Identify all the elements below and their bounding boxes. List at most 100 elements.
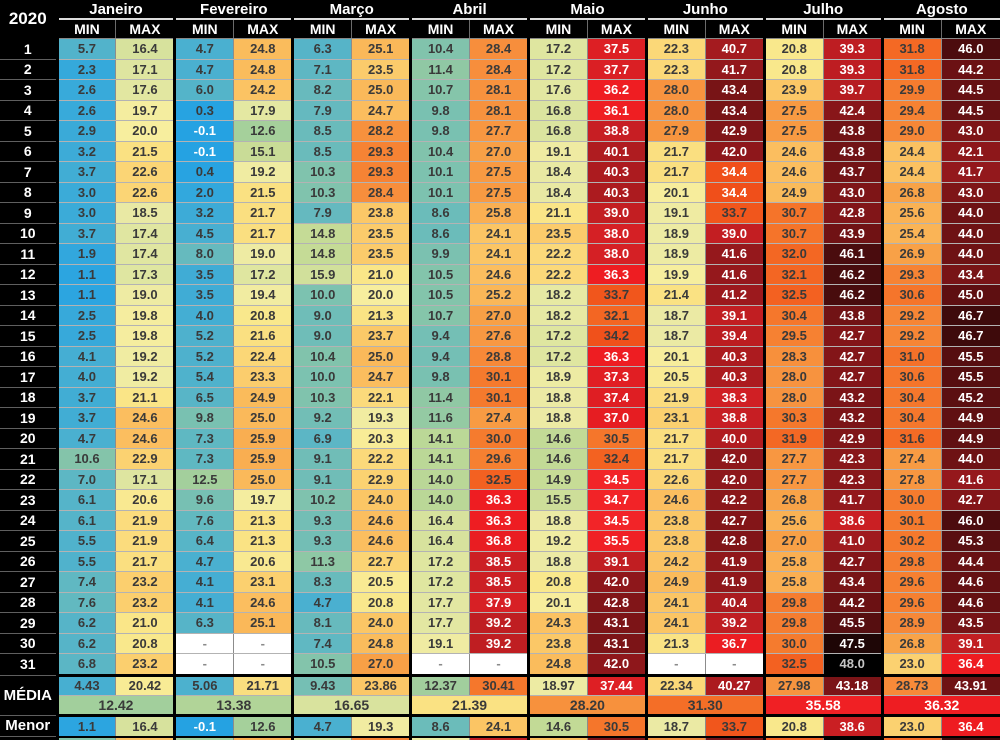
- temp-cell-max[interactable]: 27.4: [469, 407, 529, 429]
- temp-cell-max[interactable]: 40.4: [704, 592, 765, 613]
- maior-cell-max[interactable]: 39.2: [469, 735, 529, 740]
- media-cell-min[interactable]: 28.73: [880, 673, 942, 696]
- temp-cell-max[interactable]: 22.9: [115, 448, 175, 470]
- temp-cell-min[interactable]: 6.8: [55, 653, 116, 676]
- temp-cell-max[interactable]: 41.6: [940, 469, 1000, 490]
- temp-cell-max[interactable]: 35.5: [586, 530, 647, 552]
- temp-cell-max[interactable]: 40.7: [704, 38, 765, 60]
- temp-cell-max[interactable]: 25.0: [233, 469, 293, 490]
- temp-cell-min[interactable]: 30.1: [880, 510, 942, 531]
- temp-cell-min[interactable]: 6.1: [55, 489, 116, 511]
- media-cell-max[interactable]: 40.27: [704, 673, 765, 696]
- temp-cell-min[interactable]: 29.8: [880, 551, 942, 572]
- menor-cell-min[interactable]: 18.7: [644, 713, 706, 737]
- temp-cell-min[interactable]: 6.9: [291, 428, 352, 449]
- temp-cell-max[interactable]: 43.1: [586, 633, 647, 654]
- temp-cell-max[interactable]: 42.0: [586, 653, 647, 676]
- media-cell-max[interactable]: 20.42: [115, 673, 175, 696]
- temp-cell-min[interactable]: 24.8: [527, 653, 588, 676]
- temp-cell-max[interactable]: 45.3: [940, 530, 1000, 552]
- temp-cell-max[interactable]: 43.1: [586, 612, 647, 634]
- temp-cell-min[interactable]: 21.7: [644, 141, 706, 162]
- temp-cell-min[interactable]: 21.7: [644, 428, 706, 449]
- temp-cell-min[interactable]: 6.3: [291, 38, 352, 60]
- temp-cell-max[interactable]: 34.5: [586, 510, 647, 531]
- temp-cell-max[interactable]: -: [704, 653, 765, 676]
- temp-cell-min[interactable]: 24.6: [762, 161, 824, 183]
- month-mean-cell[interactable]: 35.58: [762, 694, 883, 716]
- menor-cell-max[interactable]: 12.6: [233, 713, 293, 737]
- temp-cell-max[interactable]: 43.5: [940, 612, 1000, 634]
- media-cell-min[interactable]: 18.97: [527, 673, 588, 696]
- temp-cell-min[interactable]: 21.3: [644, 633, 706, 654]
- temp-cell-min[interactable]: 9.0: [291, 325, 352, 347]
- menor-cell-max[interactable]: 24.1: [469, 713, 529, 737]
- temp-cell-max[interactable]: 42.8: [704, 530, 765, 552]
- temp-cell-max[interactable]: 44.2: [822, 592, 883, 613]
- temp-cell-min[interactable]: 10.4: [409, 141, 470, 162]
- temp-cell-max[interactable]: 42.7: [822, 366, 883, 388]
- temp-cell-max[interactable]: 17.1: [115, 59, 175, 80]
- temp-cell-max[interactable]: 24.9: [233, 387, 293, 408]
- temp-cell-max[interactable]: 28.1: [469, 79, 529, 101]
- temp-cell-min[interactable]: 30.6: [880, 284, 942, 306]
- temp-cell-max[interactable]: 28.2: [351, 120, 411, 142]
- temp-cell-min[interactable]: 10.6: [55, 448, 116, 470]
- temp-cell-max[interactable]: 42.9: [822, 428, 883, 449]
- temp-cell-min[interactable]: 10.7: [409, 79, 470, 101]
- temp-cell-max[interactable]: 17.9: [233, 100, 293, 121]
- temp-cell-min[interactable]: 22.3: [644, 59, 706, 80]
- temp-cell-min[interactable]: 2.9: [55, 120, 116, 142]
- temp-cell-max[interactable]: 39.1: [940, 633, 1000, 654]
- temp-cell-min[interactable]: 5.2: [173, 346, 234, 367]
- temp-cell-min[interactable]: 9.1: [291, 448, 352, 470]
- temp-cell-max[interactable]: 19.7: [233, 489, 293, 511]
- temp-cell-max[interactable]: 38.8: [586, 120, 647, 142]
- temp-cell-min[interactable]: 6.2: [55, 612, 116, 634]
- temp-cell-min[interactable]: 17.2: [409, 571, 470, 593]
- temp-cell-min[interactable]: 3.7: [55, 407, 116, 429]
- temp-cell-min[interactable]: 20.1: [644, 346, 706, 367]
- temp-cell-max[interactable]: 25.0: [351, 346, 411, 367]
- month-mean-cell[interactable]: 28.20: [527, 694, 647, 716]
- temp-cell-min[interactable]: 4.1: [55, 346, 116, 367]
- temp-cell-max[interactable]: 21.3: [233, 510, 293, 531]
- temp-cell-max[interactable]: 44.0: [940, 202, 1000, 224]
- temp-cell-max[interactable]: 43.4: [704, 100, 765, 121]
- month-mean-cell[interactable]: 16.65: [291, 694, 411, 716]
- temp-cell-max[interactable]: 24.6: [351, 530, 411, 552]
- temp-cell-max[interactable]: 46.1: [822, 243, 883, 265]
- temp-cell-max[interactable]: 42.7: [704, 510, 765, 531]
- temp-cell-min[interactable]: 9.1: [291, 469, 352, 490]
- temp-cell-min[interactable]: 8.3: [291, 571, 352, 593]
- temp-cell-max[interactable]: 43.0: [822, 182, 883, 203]
- temp-cell-max[interactable]: 44.6: [940, 571, 1000, 593]
- maior-cell-min[interactable]: 19.1: [409, 735, 470, 740]
- temp-cell-max[interactable]: 17.2: [233, 264, 293, 285]
- temp-cell-max[interactable]: 43.8: [822, 141, 883, 162]
- temp-cell-min[interactable]: 25.6: [762, 510, 824, 531]
- temp-cell-max[interactable]: 17.3: [115, 264, 175, 285]
- temp-cell-min[interactable]: 18.4: [527, 161, 588, 183]
- temp-cell-min[interactable]: 6.3: [173, 612, 234, 634]
- temp-cell-min[interactable]: 15.9: [291, 264, 352, 285]
- temp-cell-min[interactable]: 25.8: [762, 551, 824, 572]
- temp-cell-max[interactable]: 23.3: [233, 366, 293, 388]
- temp-cell-min[interactable]: 17.7: [409, 612, 470, 634]
- temp-cell-max[interactable]: 21.3: [233, 530, 293, 552]
- maior-cell-min[interactable]: 31.8: [880, 735, 942, 740]
- temp-cell-min[interactable]: 14.1: [409, 448, 470, 470]
- temp-cell-min[interactable]: 31.8: [880, 38, 942, 60]
- temp-cell-max[interactable]: 24.2: [233, 79, 293, 101]
- temp-cell-max[interactable]: 34.5: [586, 469, 647, 490]
- temp-cell-min[interactable]: 10.1: [409, 182, 470, 203]
- temp-cell-min[interactable]: 29.8: [762, 592, 824, 613]
- temp-cell-min[interactable]: 14.0: [409, 489, 470, 511]
- temp-cell-max[interactable]: 39.2: [469, 612, 529, 634]
- menor-cell-max[interactable]: 38.6: [822, 713, 883, 737]
- temp-cell-min[interactable]: -: [409, 653, 470, 676]
- temp-cell-max[interactable]: 27.0: [469, 141, 529, 162]
- temp-cell-min[interactable]: 27.9: [644, 120, 706, 142]
- temp-cell-min[interactable]: 1.9: [55, 243, 116, 265]
- temp-cell-max[interactable]: 39.0: [586, 202, 647, 224]
